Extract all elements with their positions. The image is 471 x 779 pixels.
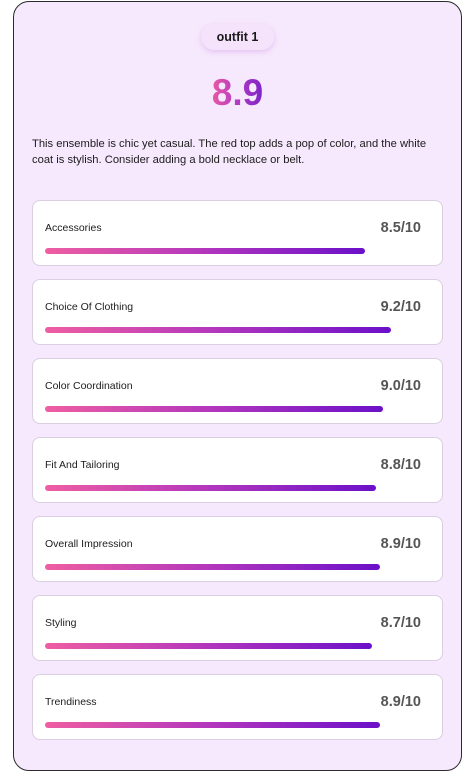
score-label: Accessories bbox=[45, 222, 102, 234]
score-value: 9.2/10 bbox=[380, 299, 421, 315]
outfit-rating-card: outfit 1 8.9 This ensemble is chic yet c… bbox=[13, 1, 462, 771]
score-list: Accessories 8.5/10 Choice Of Clothing 9.… bbox=[32, 200, 443, 753]
score-value: 8.9/10 bbox=[380, 536, 421, 552]
score-row-accessories: Accessories 8.5/10 bbox=[32, 200, 443, 266]
outfit-label-badge: outfit 1 bbox=[200, 24, 275, 50]
score-label: Choice Of Clothing bbox=[45, 301, 134, 313]
score-row-color-coordination: Color Coordination 9.0/10 bbox=[32, 358, 443, 424]
overall-score: 8.9 bbox=[14, 70, 461, 116]
outfit-description: This ensemble is chic yet casual. The re… bbox=[32, 138, 427, 166]
score-value: 8.9/10 bbox=[380, 694, 421, 710]
score-value: 9.0/10 bbox=[380, 378, 421, 394]
score-row-choice-of-clothing: Choice Of Clothing 9.2/10 bbox=[32, 279, 443, 345]
score-label: Overall Impression bbox=[45, 538, 133, 550]
score-bar-fill bbox=[45, 722, 380, 728]
score-bar-fill bbox=[45, 564, 380, 570]
score-bar-track bbox=[45, 485, 421, 491]
score-bar-fill bbox=[45, 248, 365, 254]
score-row-overall-impression: Overall Impression 8.9/10 bbox=[32, 516, 443, 582]
score-label: Trendiness bbox=[45, 696, 97, 708]
score-bar-fill bbox=[45, 643, 373, 649]
overall-score-value: 8.9 bbox=[211, 72, 264, 113]
score-bar-track bbox=[45, 564, 421, 570]
score-bar-track bbox=[45, 722, 421, 728]
score-value: 8.7/10 bbox=[380, 615, 421, 631]
score-bar-fill bbox=[45, 485, 376, 491]
score-bar-track bbox=[45, 248, 421, 254]
score-bar-track bbox=[45, 643, 421, 649]
score-bar-fill bbox=[45, 327, 391, 333]
score-value: 8.8/10 bbox=[380, 457, 421, 473]
score-label: Fit And Tailoring bbox=[45, 459, 120, 471]
score-bar-track bbox=[45, 327, 421, 333]
score-bar-fill bbox=[45, 406, 384, 412]
score-label: Styling bbox=[45, 617, 77, 629]
score-row-fit-and-tailoring: Fit And Tailoring 8.8/10 bbox=[32, 437, 443, 503]
score-label: Color Coordination bbox=[45, 380, 133, 392]
score-row-styling: Styling 8.7/10 bbox=[32, 595, 443, 661]
score-bar-track bbox=[45, 406, 421, 412]
score-value: 8.5/10 bbox=[380, 220, 421, 236]
score-row-trendiness: Trendiness 8.9/10 bbox=[32, 674, 443, 740]
